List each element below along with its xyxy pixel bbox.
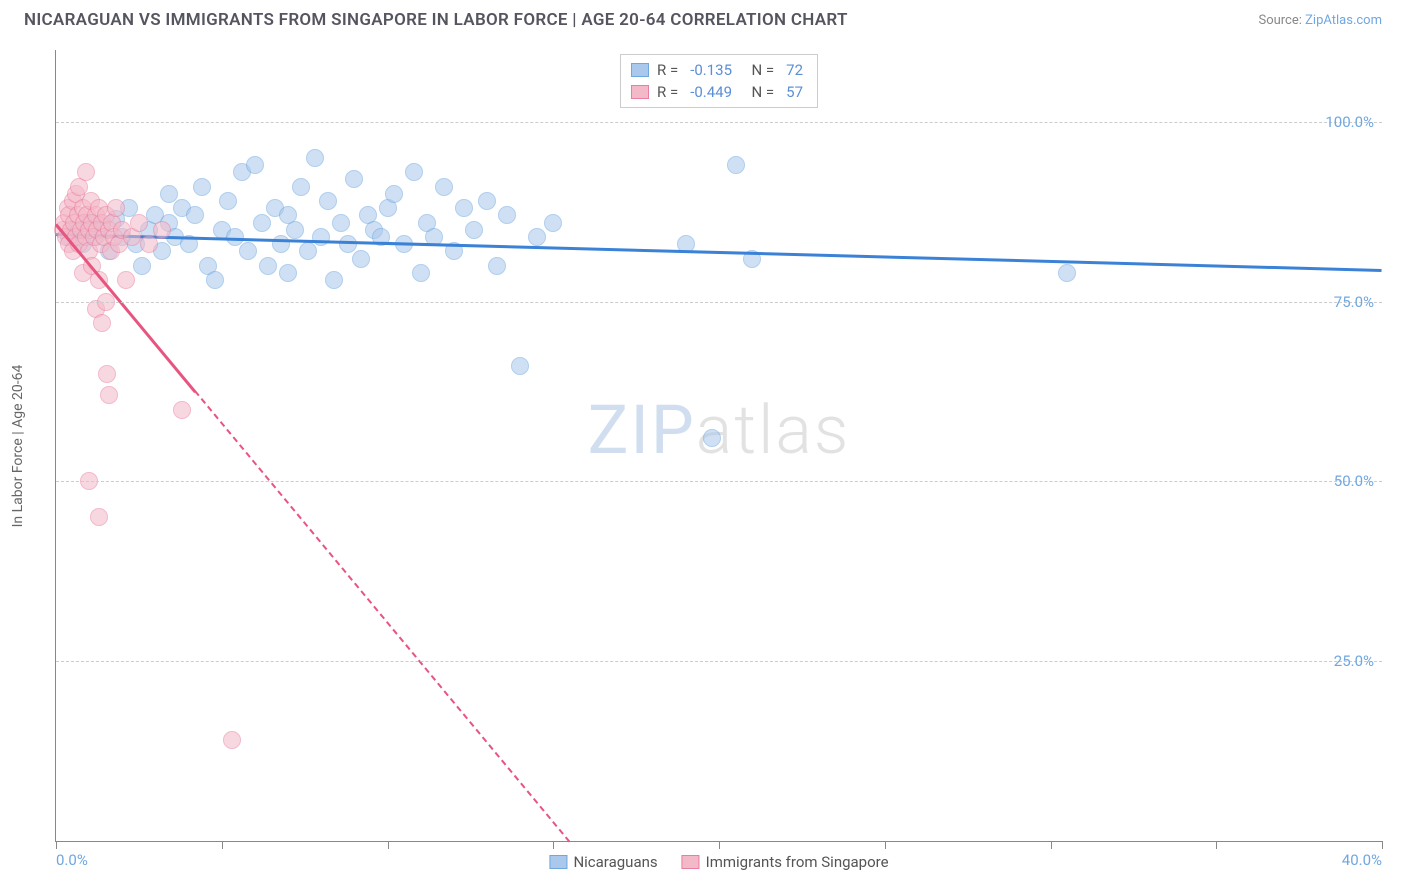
gridline: [56, 122, 1382, 123]
gridline: [56, 481, 1382, 482]
data-point: [206, 271, 224, 289]
legend-label: Immigrants from Singapore: [706, 853, 889, 871]
data-point: [412, 264, 430, 282]
data-point: [219, 192, 237, 210]
x-tick: [388, 841, 389, 849]
data-point: [279, 264, 297, 282]
y-tick-label: 25.0%: [1334, 652, 1374, 670]
legend-swatch: [682, 855, 700, 869]
scatter-chart: ZIPatlas R =-0.135 N =72R =-0.449 N =57 …: [55, 50, 1382, 842]
legend-item: Nicaraguans: [549, 853, 657, 871]
data-point: [186, 206, 204, 224]
data-point: [405, 163, 423, 181]
gridline: [56, 661, 1382, 662]
data-point: [511, 357, 529, 375]
x-tick: [553, 841, 554, 849]
y-tick-label: 75.0%: [1334, 293, 1374, 311]
data-point: [352, 250, 370, 268]
data-point: [77, 163, 95, 181]
data-point: [272, 235, 290, 253]
data-point: [498, 206, 516, 224]
legend-swatch: [631, 85, 649, 99]
data-point: [455, 199, 473, 217]
data-point: [1058, 264, 1076, 282]
legend-swatch: [631, 63, 649, 77]
data-point: [140, 235, 158, 253]
n-label: N =: [744, 59, 774, 81]
r-label: R =: [657, 81, 678, 103]
x-tick: [1216, 841, 1217, 849]
data-point: [385, 185, 403, 203]
data-point: [325, 271, 343, 289]
data-point: [528, 228, 546, 246]
legend-label: Nicaraguans: [573, 853, 657, 871]
data-point: [465, 221, 483, 239]
data-point: [339, 235, 357, 253]
data-point: [117, 271, 135, 289]
data-point: [332, 214, 350, 232]
data-point: [130, 214, 148, 232]
data-point: [100, 386, 118, 404]
data-point: [544, 214, 562, 232]
y-tick-label: 100.0%: [1325, 113, 1374, 131]
data-point: [299, 242, 317, 260]
data-point: [98, 365, 116, 383]
x-tick: [719, 841, 720, 849]
data-point: [160, 185, 178, 203]
n-label: N =: [744, 81, 774, 103]
y-axis-label: In Labor Force | Age 20-64: [10, 365, 26, 528]
trend-line: [194, 391, 570, 843]
y-tick-label: 50.0%: [1334, 472, 1374, 490]
data-point: [727, 156, 745, 174]
r-value: -0.135: [690, 59, 732, 81]
data-point: [239, 242, 257, 260]
correlation-legend: R = -0.135 N = 72 R = -0.449 N = 57: [620, 54, 818, 108]
data-point: [223, 731, 241, 749]
legend-swatch: [549, 855, 567, 869]
data-point: [253, 214, 271, 232]
data-point: [90, 508, 108, 526]
correlation-row: R = -0.449 N = 57: [631, 81, 807, 103]
source-prefix: Source:: [1258, 13, 1305, 28]
x-tick: [885, 841, 886, 849]
r-label: R =: [657, 59, 678, 81]
data-point: [259, 257, 277, 275]
data-point: [435, 178, 453, 196]
x-tick: [222, 841, 223, 849]
gridline: [56, 302, 1382, 303]
data-point: [246, 156, 264, 174]
data-point: [292, 178, 310, 196]
data-point: [107, 199, 125, 217]
r-value: -0.449: [690, 81, 732, 103]
data-point: [306, 149, 324, 167]
x-tick-label: 0.0%: [56, 851, 88, 869]
x-tick: [1051, 841, 1052, 849]
source-label: Source: ZipAtlas.com: [1258, 13, 1382, 28]
data-point: [488, 257, 506, 275]
data-point: [93, 314, 111, 332]
data-point: [286, 221, 304, 239]
n-value: 57: [786, 81, 803, 103]
plot-area: [56, 50, 1382, 841]
chart-title: NICARAGUAN VS IMMIGRANTS FROM SINGAPORE …: [24, 10, 848, 30]
legend-item: Immigrants from Singapore: [682, 853, 889, 871]
data-point: [193, 178, 211, 196]
x-tick: [56, 841, 57, 849]
x-tick: [1382, 841, 1383, 849]
series-legend: Nicaraguans Immigrants from Singapore: [549, 853, 888, 871]
data-point: [153, 221, 171, 239]
x-tick-label: 40.0%: [1342, 851, 1382, 869]
data-point: [173, 401, 191, 419]
source-link[interactable]: ZipAtlas.com: [1305, 13, 1382, 28]
data-point: [478, 192, 496, 210]
data-point: [319, 192, 337, 210]
data-point: [703, 429, 721, 447]
data-point: [133, 257, 151, 275]
data-point: [345, 170, 363, 188]
n-value: 72: [786, 59, 803, 81]
correlation-row: R = -0.135 N = 72: [631, 59, 807, 81]
